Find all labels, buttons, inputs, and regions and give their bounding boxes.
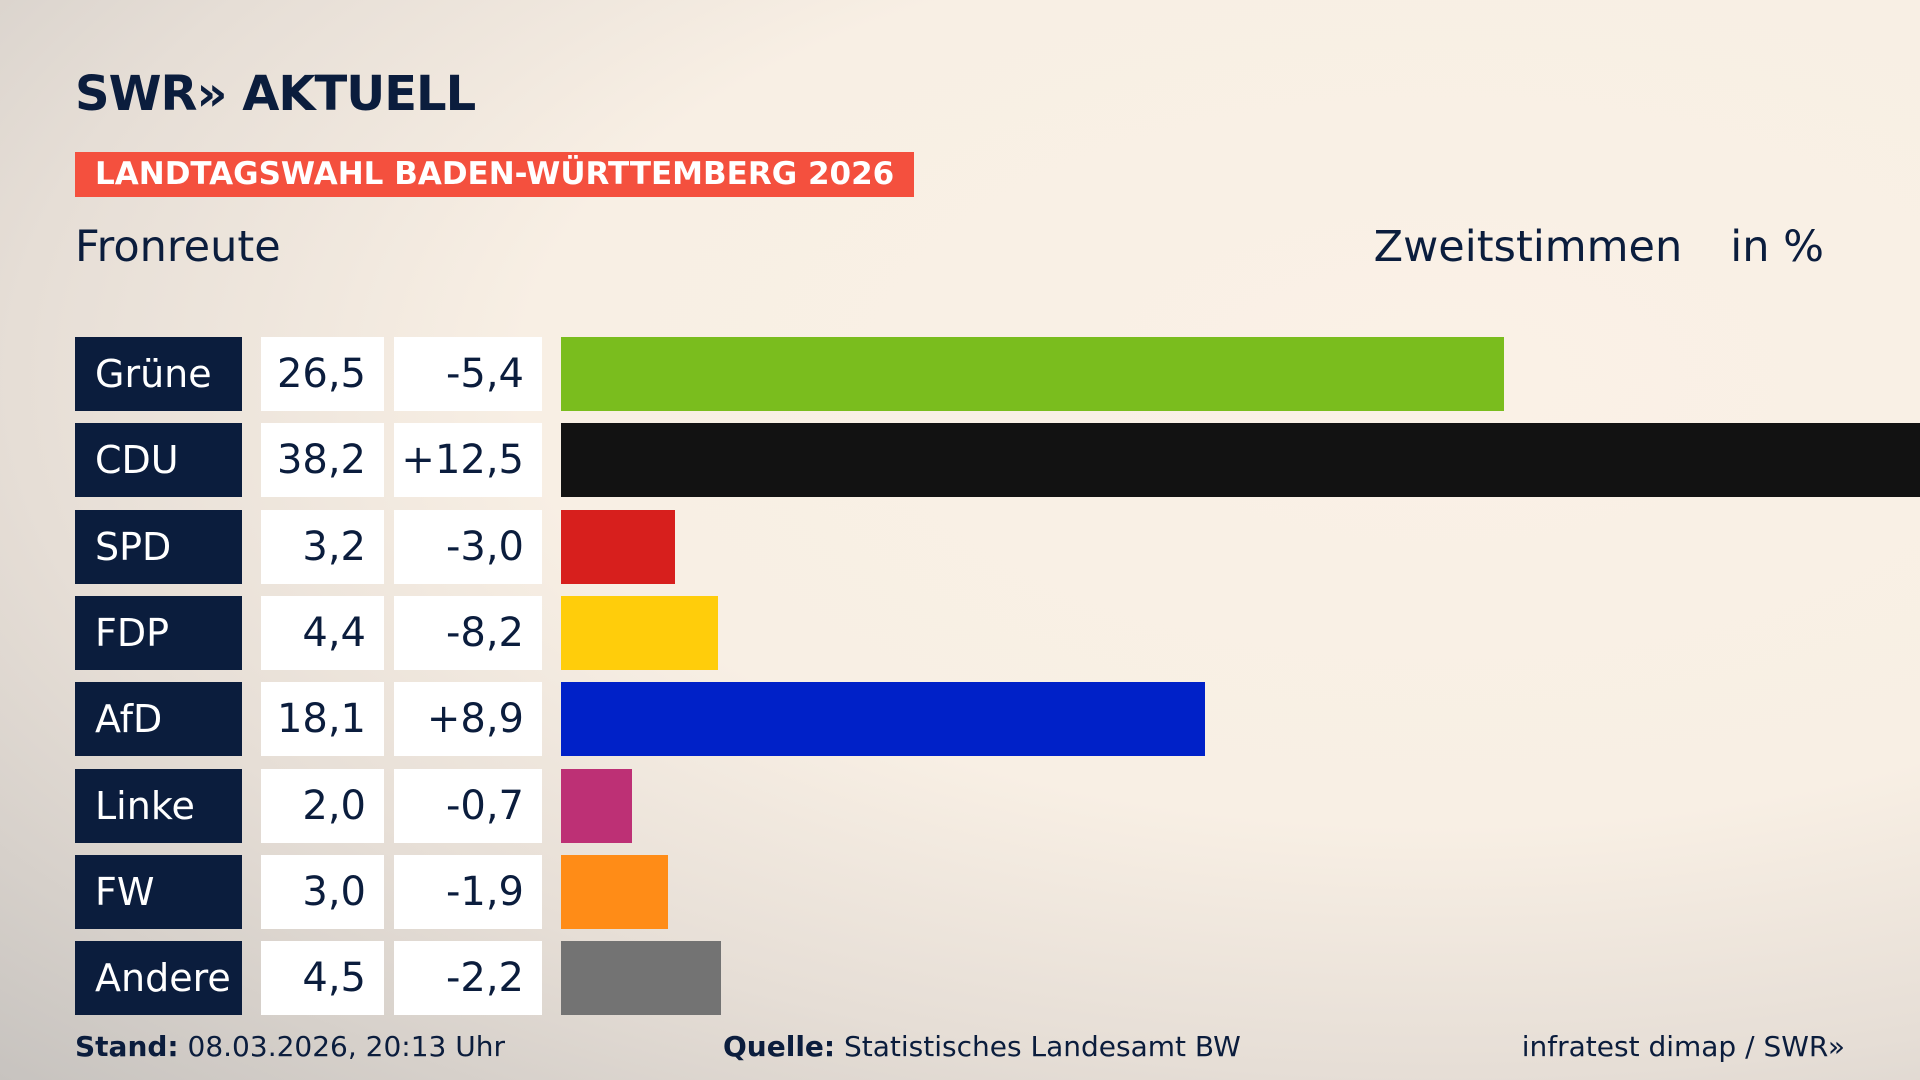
party-name: FW bbox=[75, 854, 242, 929]
party-diff: -8,2 bbox=[394, 595, 542, 670]
party-diff: -1,9 bbox=[394, 854, 542, 929]
party-bar bbox=[561, 509, 675, 584]
party-value: 18,1 bbox=[261, 682, 384, 757]
party-bar bbox=[561, 337, 1504, 411]
party-name: CDU bbox=[75, 423, 242, 498]
party-name: FDP bbox=[75, 595, 242, 670]
swr-aktuell-logo: SWR» AKTUELL bbox=[75, 66, 476, 122]
party-value: 4,5 bbox=[261, 941, 384, 1016]
election-banner: LANDTAGSWAHL BADEN-WÜRTTEMBERG 2026 bbox=[75, 152, 915, 197]
party-row: Grüne 26,5 -5,4 bbox=[75, 337, 1875, 411]
party-bar bbox=[561, 941, 722, 1016]
party-name: Grüne bbox=[75, 337, 242, 411]
timestamp: Stand: 08.03.2026, 20:13 Uhr bbox=[75, 1030, 505, 1063]
party-name: SPD bbox=[75, 509, 242, 584]
party-value: 2,0 bbox=[261, 768, 384, 843]
party-row: CDU 38,2 +12,5 bbox=[75, 423, 1920, 498]
party-name: Linke bbox=[75, 768, 242, 843]
party-row: SPD 3,2 -3,0 bbox=[75, 509, 1875, 584]
party-diff: +8,9 bbox=[394, 682, 542, 757]
party-row: Linke 2,0 -0,7 bbox=[75, 768, 1875, 843]
party-diff: -3,0 bbox=[394, 509, 542, 584]
measure-label: Zweitstimmen in % bbox=[1374, 222, 1824, 272]
party-row: Andere 4,5 -2,2 bbox=[75, 941, 1875, 1016]
party-row: FDP 4,4 -8,2 bbox=[75, 595, 1875, 670]
party-value: 3,0 bbox=[261, 854, 384, 929]
party-value: 38,2 bbox=[261, 423, 384, 498]
party-value: 26,5 bbox=[261, 337, 384, 411]
party-diff: -5,4 bbox=[394, 337, 542, 411]
location-title: Fronreute bbox=[75, 222, 281, 272]
party-bar bbox=[561, 682, 1205, 757]
party-diff: -2,2 bbox=[394, 941, 542, 1016]
measure: Zweitstimmen bbox=[1373, 222, 1683, 272]
party-bar bbox=[561, 768, 633, 843]
source: Quelle: Statistisches Landesamt BW bbox=[723, 1030, 1241, 1063]
unit: in % bbox=[1730, 222, 1824, 272]
party-value: 4,4 bbox=[261, 595, 384, 670]
party-diff: -0,7 bbox=[394, 768, 542, 843]
party-bar bbox=[561, 854, 668, 929]
party-row: FW 3,0 -1,9 bbox=[75, 854, 1875, 929]
party-bar bbox=[561, 423, 1920, 498]
credit: infratest dimap / SWR» bbox=[1521, 1030, 1845, 1063]
party-name: Andere bbox=[75, 941, 242, 1016]
party-name: AfD bbox=[75, 682, 242, 757]
party-bar bbox=[561, 595, 718, 670]
party-row: AfD 18,1 +8,9 bbox=[75, 682, 1875, 757]
party-diff: +12,5 bbox=[394, 423, 542, 498]
party-value: 3,2 bbox=[261, 509, 384, 584]
